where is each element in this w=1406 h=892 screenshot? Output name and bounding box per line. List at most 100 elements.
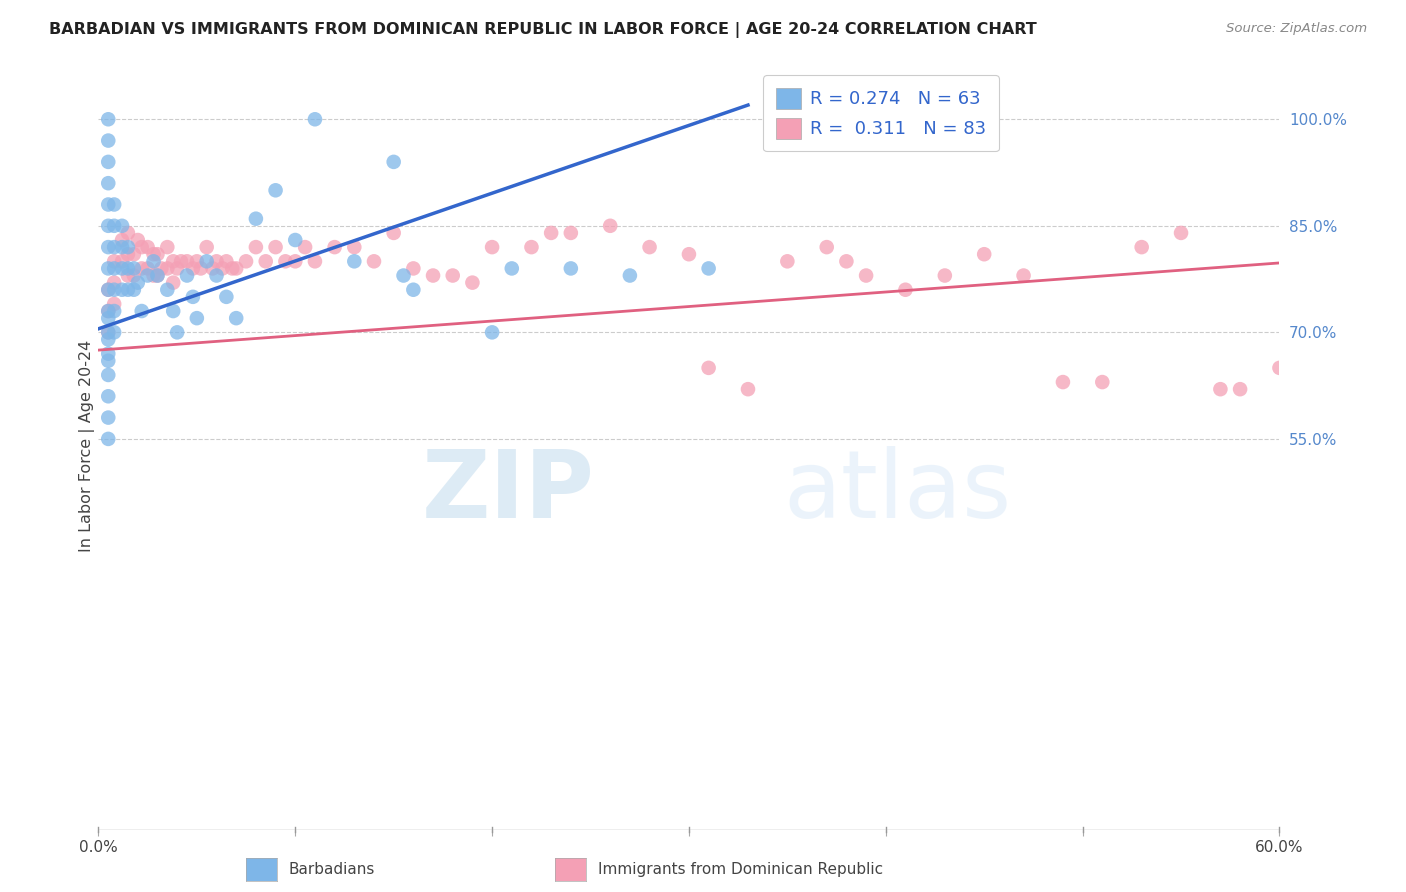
Point <box>855 268 877 283</box>
Point <box>117 247 139 261</box>
Point <box>97 240 120 254</box>
Point <box>619 268 641 283</box>
Point <box>122 247 145 261</box>
Legend: R = 0.274   N = 63, R =  0.311   N = 83: R = 0.274 N = 63, R = 0.311 N = 83 <box>763 75 998 152</box>
Point <box>117 283 139 297</box>
Point <box>103 219 125 233</box>
Point <box>894 283 917 297</box>
Point <box>1012 268 1035 283</box>
Point <box>111 233 134 247</box>
Point <box>127 276 149 290</box>
Point <box>142 247 165 261</box>
Point <box>343 254 366 268</box>
Point <box>142 268 165 283</box>
Point <box>382 154 405 169</box>
Point <box>481 326 503 340</box>
Point <box>638 240 661 254</box>
Point <box>501 261 523 276</box>
Point <box>136 268 159 283</box>
Point <box>697 360 720 375</box>
Point <box>97 134 120 148</box>
Point <box>156 240 179 254</box>
Text: ZIP: ZIP <box>422 446 595 538</box>
Point <box>117 261 139 276</box>
Text: Source: ZipAtlas.com: Source: ZipAtlas.com <box>1226 22 1367 36</box>
Point <box>97 326 120 340</box>
Point <box>117 226 139 240</box>
Point <box>103 261 125 276</box>
Point <box>392 268 415 283</box>
Point <box>215 254 238 268</box>
Point <box>225 261 247 276</box>
Point <box>225 311 247 326</box>
Point <box>122 268 145 283</box>
Point <box>540 226 562 240</box>
Point <box>142 254 165 268</box>
Point <box>195 240 218 254</box>
Point <box>294 240 316 254</box>
Point <box>146 268 169 283</box>
Point <box>97 333 120 347</box>
Point <box>934 268 956 283</box>
Point <box>382 226 405 240</box>
Point <box>156 283 179 297</box>
Point <box>1130 240 1153 254</box>
Point <box>205 268 228 283</box>
Point <box>166 326 188 340</box>
Point <box>284 233 307 247</box>
Point <box>97 346 120 360</box>
Point <box>127 233 149 247</box>
Text: atlas: atlas <box>783 446 1012 538</box>
Point <box>111 219 134 233</box>
Point <box>176 268 198 283</box>
Point <box>97 112 120 127</box>
Point <box>776 254 799 268</box>
Point <box>422 268 444 283</box>
Point <box>97 304 120 318</box>
Point <box>103 197 125 211</box>
Point <box>678 247 700 261</box>
Point <box>97 176 120 190</box>
Point <box>166 261 188 276</box>
Point <box>1268 360 1291 375</box>
Point <box>122 283 145 297</box>
Point <box>205 254 228 268</box>
Point <box>599 219 621 233</box>
Point <box>97 389 120 403</box>
Point <box>245 240 267 254</box>
Point <box>1308 226 1330 240</box>
Point <box>111 254 134 268</box>
Point <box>117 240 139 254</box>
Point <box>97 368 120 382</box>
Point <box>815 240 838 254</box>
Point <box>560 261 582 276</box>
Point <box>1170 226 1192 240</box>
Point <box>560 226 582 240</box>
Point <box>284 254 307 268</box>
Point <box>402 261 425 276</box>
Point <box>97 154 120 169</box>
Point <box>103 276 125 290</box>
Point <box>97 326 120 340</box>
Point <box>111 240 134 254</box>
Point <box>254 254 277 268</box>
Point <box>122 261 145 276</box>
Point <box>111 283 134 297</box>
Point <box>103 297 125 311</box>
Point <box>304 112 326 127</box>
Point <box>441 268 464 283</box>
Point <box>156 261 179 276</box>
Point <box>170 254 193 268</box>
Point <box>264 240 287 254</box>
Point <box>343 240 366 254</box>
Point <box>97 432 120 446</box>
Point <box>973 247 995 261</box>
Point <box>461 276 484 290</box>
Point <box>162 304 184 318</box>
Point <box>131 304 153 318</box>
Point <box>323 240 346 254</box>
Point <box>103 304 125 318</box>
Point <box>103 240 125 254</box>
Point <box>97 304 120 318</box>
Point <box>186 311 208 326</box>
